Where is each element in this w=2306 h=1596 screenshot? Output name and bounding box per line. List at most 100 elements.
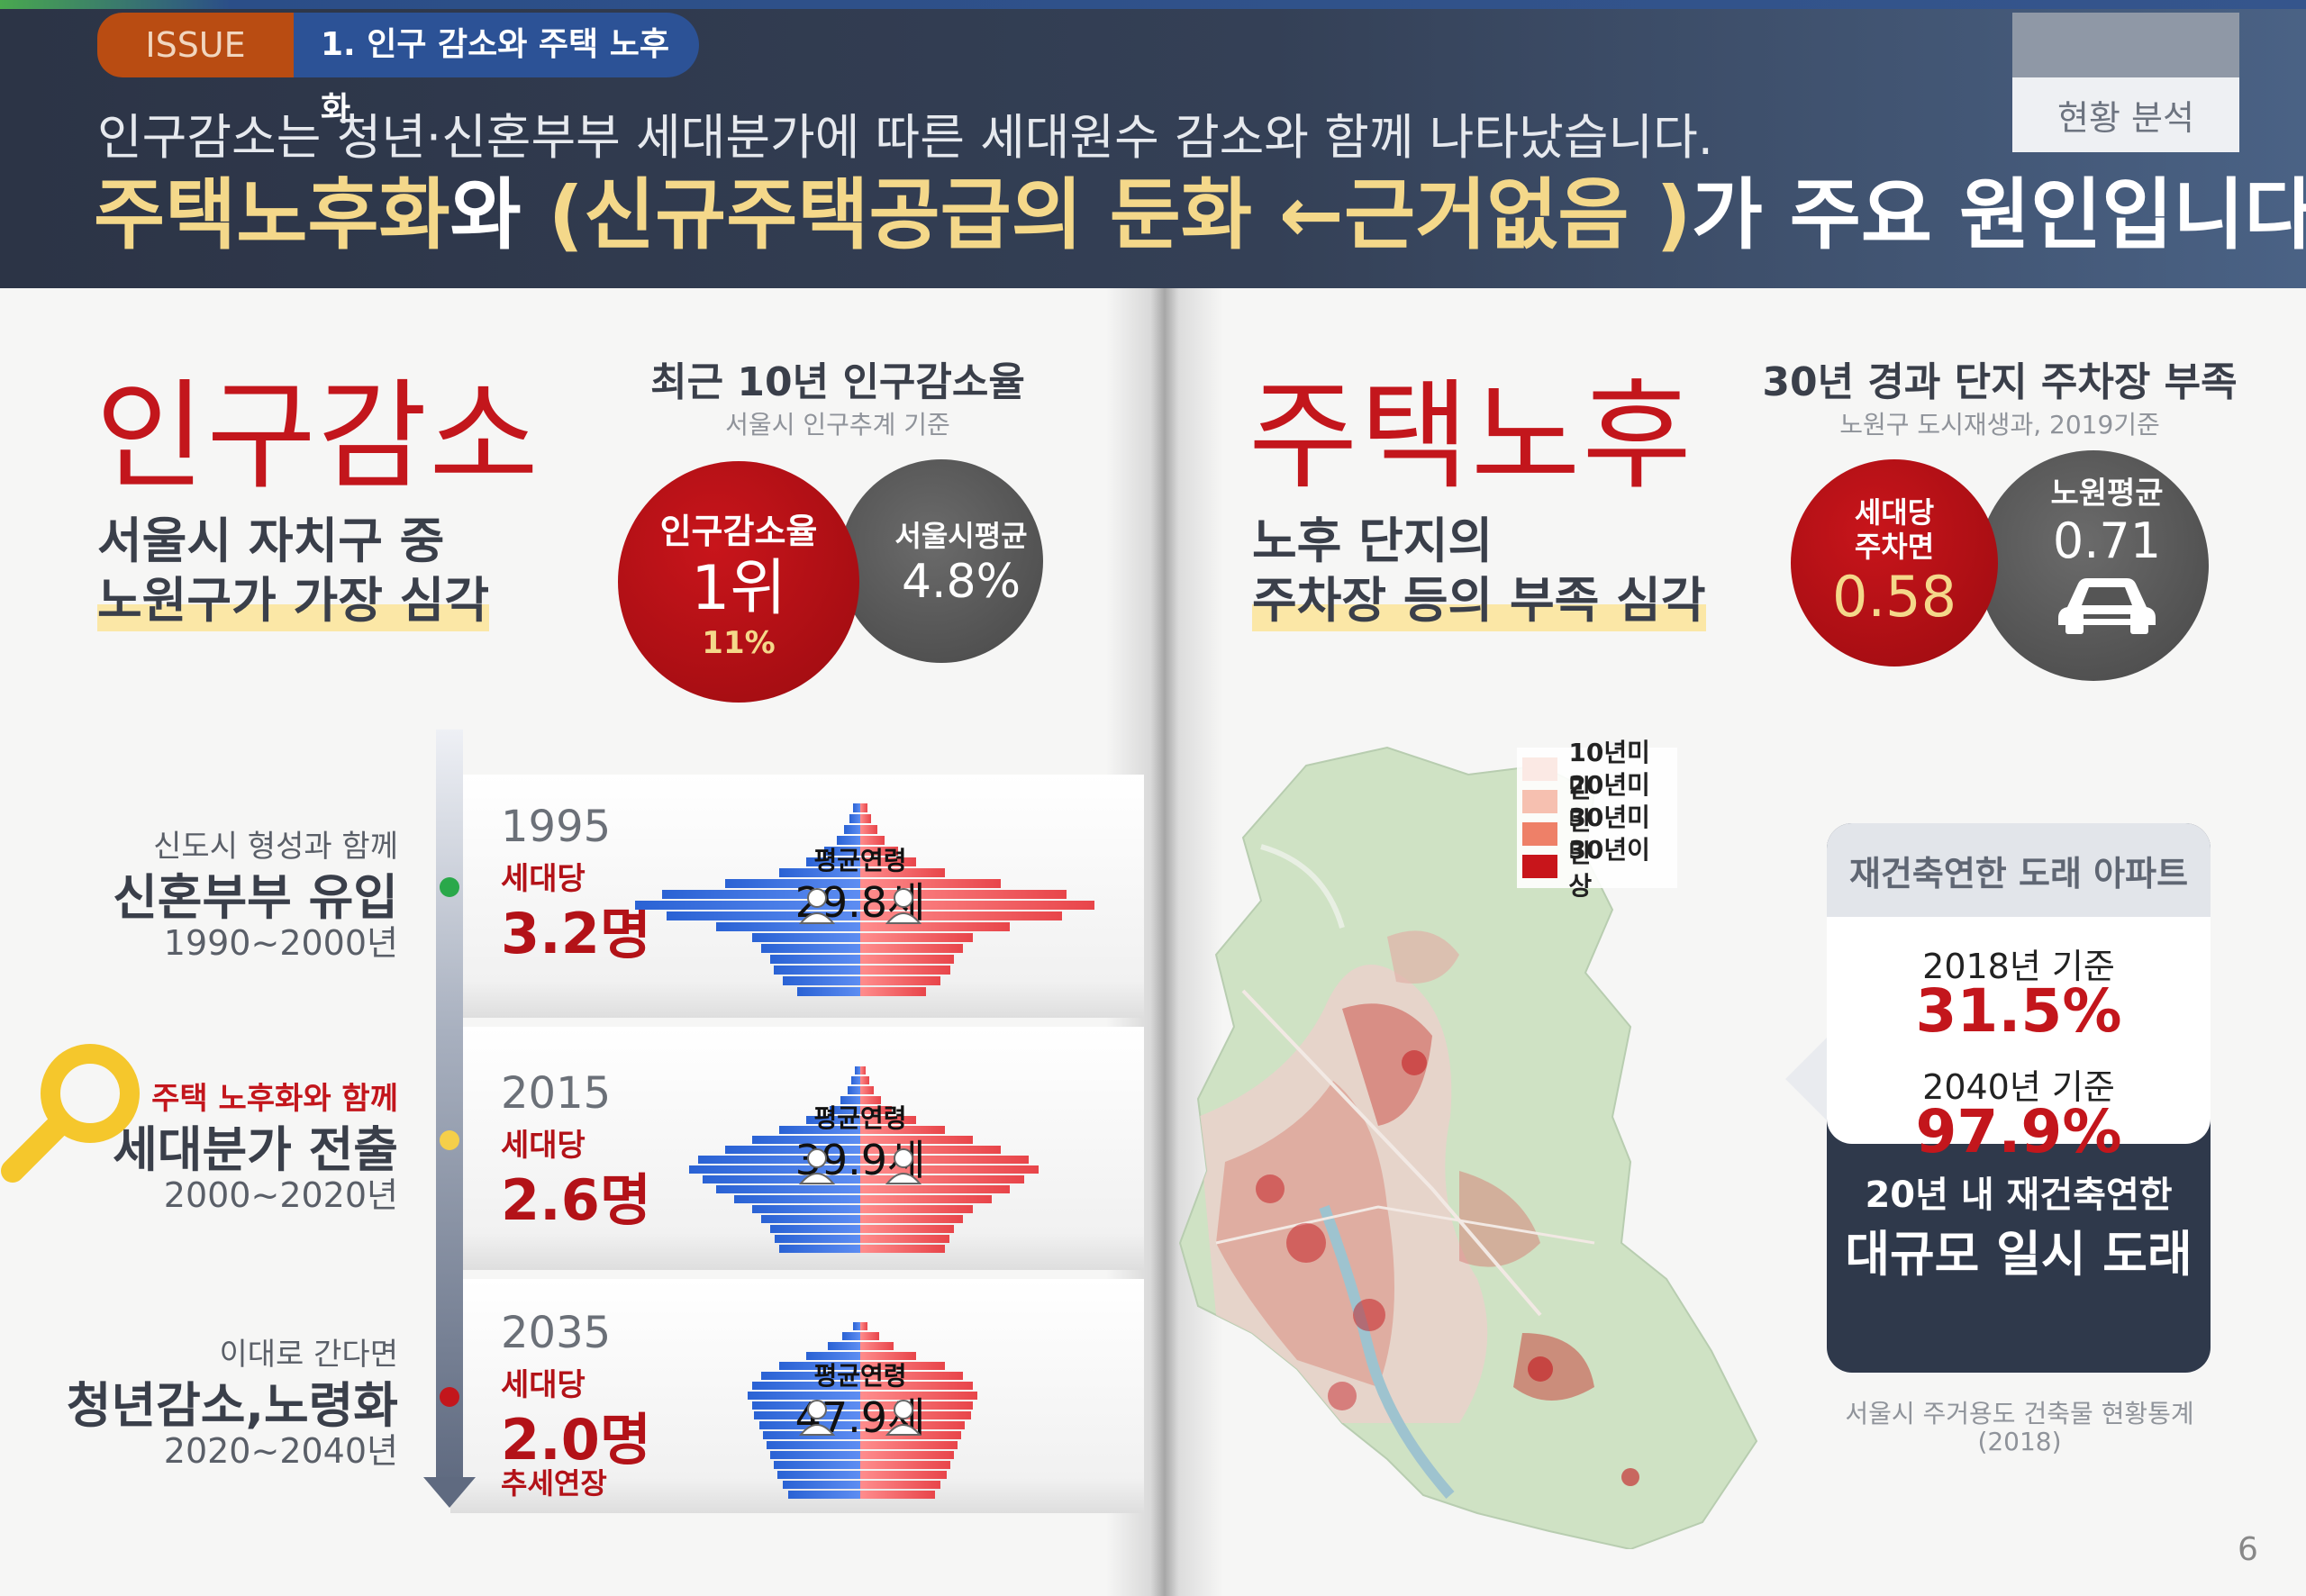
era-1-year: 1995 [501, 802, 612, 852]
pyramid-bar-male [844, 825, 860, 834]
pyramid-bar-female [860, 1382, 973, 1390]
pyramid-bar-male [842, 1332, 860, 1340]
pyramid-bar-female [860, 814, 872, 823]
panel-heading: 재건축연한 도래 아파트 [1827, 823, 2211, 917]
pyramid-bar-male [797, 987, 860, 996]
pyramid-2035-avg-label: 평균연령 [813, 1361, 907, 1391]
pyramid-bar-female [860, 1165, 1039, 1174]
pyramid-bar-female [860, 955, 954, 964]
legend-swatch-1 [1522, 757, 1558, 781]
seoul-average-label: 서울시평균 [894, 519, 1028, 553]
header-accent-line [0, 0, 2306, 9]
parking-label-1: 세대당 [1854, 495, 1935, 530]
era-3-note: 추세연장 [501, 1466, 607, 1501]
nowon-average-value: 0.71 [2052, 512, 2162, 569]
panel-year-2018: 2018년 기준 [1922, 947, 2115, 986]
timeline-bar [436, 730, 463, 1486]
timeline-dot-2 [440, 1130, 459, 1150]
headline-highlight-2: (신규주택공급의 둔화 ←근거없음 ) [548, 170, 1692, 260]
pyramid-bar-male [851, 1076, 860, 1084]
era-1-pre: 신도시 형성과 함께 [153, 829, 398, 865]
pyramid-bar-male [788, 1491, 860, 1499]
legend-swatch-4 [1522, 855, 1558, 878]
pyramid-bar-female [860, 1421, 966, 1429]
pyramid-bar-male [777, 1471, 860, 1479]
pyramid-bar-female [860, 1225, 954, 1233]
pyramid-bar-female [860, 1136, 973, 1144]
population-pyramid-2035: 평균연령 47.9세 [739, 1310, 982, 1517]
pyramid-bar-male [779, 1362, 860, 1370]
era-3-year: 2035 [501, 1308, 612, 1358]
pyramid-bar-female [860, 1411, 971, 1419]
header-headline: 주택노후화와 (신규주택공급의 둔화 ←근거없음 )가 주요 원인입니다. [94, 151, 2306, 264]
pyramid-bar-female [860, 1185, 1011, 1193]
person-icon [798, 1400, 836, 1437]
pyramid-bar-female [860, 966, 950, 975]
pyramid-bar-male [716, 922, 860, 931]
pyramid-bar-male [830, 1106, 860, 1114]
pyramid-bar-female [860, 922, 1011, 931]
population-lead-2: 노원구가 가장 심각 [97, 560, 490, 631]
parking-value: 0.58 [1831, 564, 1957, 630]
pyramid-bar-female [860, 1086, 874, 1094]
population-rank-circle: 인구감소율 1위 11% [618, 461, 859, 703]
era-3-household-label: 세대당 [501, 1367, 586, 1403]
pyramid-bar-male [752, 1401, 860, 1410]
nowon-building-age-map [1178, 746, 1758, 1549]
pyramid-bar-female [860, 1116, 917, 1124]
pyramid-bar-female [860, 901, 1094, 910]
legend-item-3: 30년미만 [1522, 803, 1672, 868]
source-note-2: (2018) [1977, 1427, 2062, 1456]
pyramid-bar-female [860, 1362, 945, 1370]
pyramid-bar-male [806, 1352, 860, 1360]
header-subtitle: 인구감소는 청년·신혼부부 세대분가에 따른 세대원수 감소와 함께 나타났습니… [97, 109, 1713, 166]
pyramid-bar-male [774, 966, 860, 975]
legend-swatch-2 [1522, 790, 1558, 813]
parking-stat-source: 노원구 도시재생과, 2019기준 [1839, 410, 2160, 440]
pyramid-bar-female [860, 1481, 941, 1489]
era-2-year: 2015 [501, 1068, 612, 1119]
legend-label-3: 30년미만 [1568, 803, 1650, 868]
panel-body: 2018년 기준 31.5% 2040년 기준 97.9% [1827, 917, 2211, 1166]
pyramid-bar-female [860, 890, 1067, 899]
pyramid-bar-male [840, 1096, 860, 1104]
pyramid-bar-male [752, 1382, 860, 1390]
population-pyramid-1995: 평균연령 29.8세 [622, 785, 1099, 1002]
pyramid-bar-male [767, 1441, 860, 1449]
legend-swatch-3 [1522, 822, 1558, 846]
pyramid-bar-female [860, 1205, 973, 1213]
housing-lead-2: 주차장 등의 부족 심각 [1252, 560, 1706, 631]
panel-pct-2040: 97.9% [1915, 1097, 2122, 1166]
legend-item-4: 30년이상 [1522, 835, 1672, 901]
pyramid-bar-male [853, 1322, 860, 1330]
era-2-range: 2000~2020년 [163, 1175, 398, 1215]
era-2-household-label: 세대당 [501, 1128, 586, 1164]
person-icon [798, 1147, 836, 1184]
legend-item-1: 10년미만 [1522, 738, 1672, 803]
pyramid-bar-male [761, 1215, 860, 1223]
pyramid-bar-female [860, 1076, 870, 1084]
pyramid-bar-female [860, 1461, 950, 1469]
page-number: 6 [2238, 1531, 2258, 1568]
pyramid-bar-male [806, 1116, 860, 1124]
pyramid-bar-female [860, 1322, 868, 1330]
pyramid-bar-male [770, 1225, 860, 1233]
pyramid-bar-male [783, 976, 860, 985]
pyramid-bar-male [848, 1086, 860, 1094]
nowon-average-circle: 노원평균 0.71 [1978, 450, 2209, 681]
pyramid-bar-male [752, 933, 860, 942]
pyramid-bar-female [860, 1471, 947, 1479]
status-tag: 현황 분석 [2012, 13, 2239, 152]
car-icon [2058, 578, 2156, 634]
legend-label-2: 20년미만 [1568, 770, 1650, 836]
pyramid-bar-female [860, 1156, 1030, 1164]
era-1-range: 1990~2000년 [163, 923, 398, 963]
headline-highlight-1: 주택노후화 [94, 170, 450, 260]
pyramid-bar-female [860, 933, 973, 942]
pyramid-bar-male [770, 955, 860, 964]
issue-title: 1. 인구 감소와 주택 노후화 [294, 13, 699, 128]
reconstruction-panel: 재건축연한 도래 아파트 2018년 기준 31.5% 2040년 기준 97.… [1827, 823, 2211, 1373]
pyramid-1995-avg-label: 평균연령 [813, 846, 907, 875]
pyramid-bar-male [748, 1392, 860, 1400]
pyramid-bar-female [860, 1175, 1024, 1183]
